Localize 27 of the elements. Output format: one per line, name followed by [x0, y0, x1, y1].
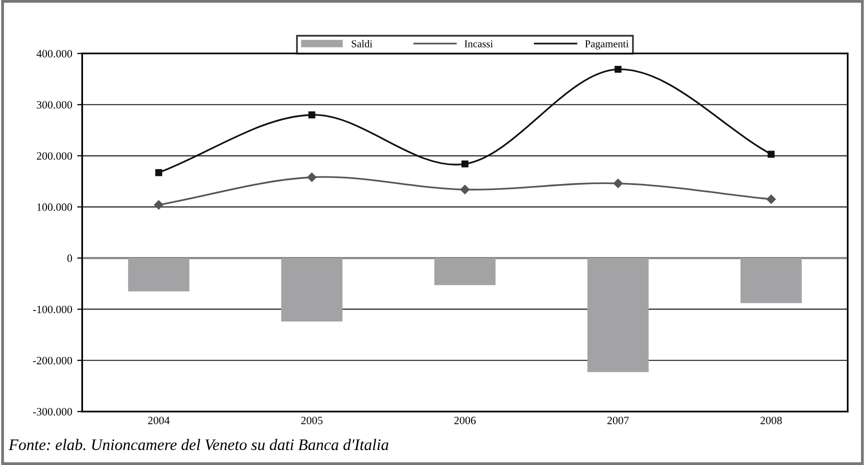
x-tick-label: 2005: [301, 416, 323, 424]
y-tick-label: -100.000: [33, 306, 72, 314]
point: [766, 194, 776, 204]
x-tick-label: 2008: [760, 416, 782, 424]
y-tick-label: 200.000: [36, 152, 72, 160]
legend-label: Saldi: [352, 40, 372, 48]
point: [461, 160, 468, 168]
point: [154, 200, 164, 210]
point: [614, 66, 622, 73]
legend-label: Pagamenti: [585, 40, 629, 50]
x-tick-label: 2004: [148, 416, 170, 424]
point: [613, 178, 623, 188]
y-tick-label: 400.000: [36, 50, 72, 58]
source-note: Fonte: elab. Unioncamere del Veneto su dati Banca d'Italia: [8, 438, 388, 450]
y-tick-label: 0: [67, 254, 72, 262]
y-tick-label: 300.000: [36, 101, 72, 109]
y-tick-label: 100.000: [37, 203, 72, 211]
y-tick-label: -200.000: [33, 356, 72, 364]
y-tick-label: -300.000: [33, 408, 72, 416]
point: [308, 111, 316, 118]
point: [768, 150, 775, 158]
x-tick-label: 2007: [607, 416, 629, 424]
legend-label: Incassi: [464, 40, 493, 48]
point: [460, 184, 470, 194]
point: [155, 169, 162, 176]
x-tick-label: 2006: [454, 416, 476, 424]
point: [307, 172, 316, 182]
